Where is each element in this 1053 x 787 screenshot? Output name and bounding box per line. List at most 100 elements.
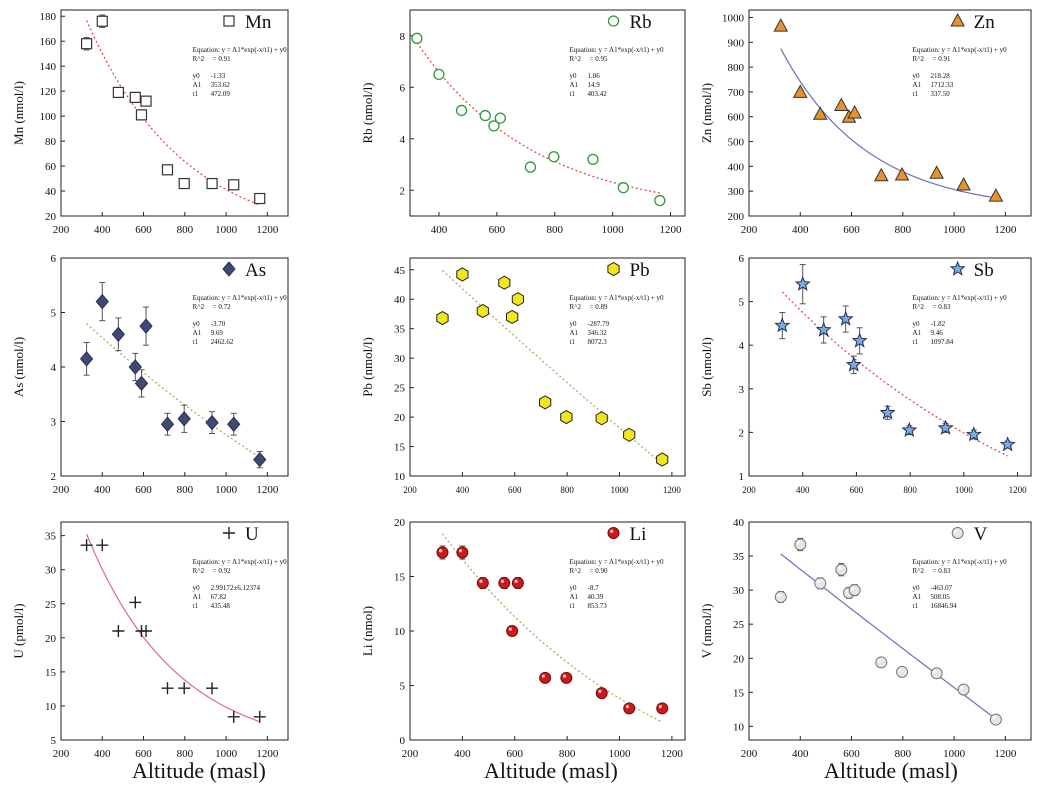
x-tick-label: 400 <box>94 748 111 760</box>
r2-value: = 0.95 <box>590 55 608 63</box>
y-tick-label: 25 <box>394 383 406 395</box>
r2-value: = 0.89 <box>590 303 608 311</box>
fit-param-value: 14.9 <box>588 81 601 89</box>
y-axis-label: Mn (nmol/l) <box>11 81 26 145</box>
r2-label: R^2 <box>193 303 205 311</box>
x-tick-label: 1000 <box>609 748 632 760</box>
y-tick-label: 400 <box>728 161 745 173</box>
data-point <box>560 671 573 684</box>
legend-marker <box>223 15 235 27</box>
r2-label: R^2 <box>570 303 582 311</box>
x-tick-label: 600 <box>135 748 152 760</box>
y-tick-label: 2 <box>739 427 745 439</box>
legend-label: Zn <box>974 12 996 33</box>
data-point <box>436 311 449 326</box>
y-tick-label: 2 <box>51 471 57 483</box>
x-axis-caption-col3: Altitude (masl) <box>824 758 958 783</box>
fit-param-name: t1 <box>193 90 199 98</box>
r2-value: = 0.90 <box>590 567 608 575</box>
data-point-highlight <box>845 589 849 593</box>
data-point <box>901 421 918 438</box>
data-point <box>488 120 500 132</box>
y-tick-label: 35 <box>394 324 406 336</box>
legend-marker <box>222 527 235 539</box>
y-axis-label: Sb (nmol/l) <box>699 337 714 397</box>
data-point <box>95 293 109 310</box>
data-point <box>851 332 868 348</box>
x-tick-label: 1200 <box>663 485 682 495</box>
data-point <box>999 436 1016 452</box>
data-point <box>253 710 266 723</box>
fit-equation: Equation: y = A1*exp(-x/t1) + y0 <box>193 294 288 302</box>
fit-param-name: t1 <box>570 90 576 98</box>
fit-equation: Equation: y = A1*exp(-x/t1) + y0 <box>913 558 1008 566</box>
data-point <box>879 404 896 420</box>
plot-frame <box>60 9 289 217</box>
x-tick-label: 200 <box>53 484 70 496</box>
y-tick-label: 120 <box>40 86 57 98</box>
fit-curve <box>86 533 260 723</box>
x-tick-label: 400 <box>792 748 809 760</box>
x-tick-label: 400 <box>456 485 470 495</box>
legend-label: Mn <box>245 12 272 33</box>
legend-label: Li <box>630 524 647 545</box>
x-tick-label: 400 <box>454 748 471 760</box>
data-point <box>835 563 848 576</box>
y-tick-label: 600 <box>728 112 745 124</box>
legend-marker-highlight <box>610 529 614 533</box>
data-point <box>937 419 954 435</box>
fit-param-name: t1 <box>913 90 919 98</box>
panel-sb: 200 400 600 800 1000 1200 1 2 3 4 5 6 Sb (nmol/l) Sb E… <box>699 253 1032 495</box>
x-tick-label: 1200 <box>256 748 279 760</box>
data-point <box>930 667 943 680</box>
data-point <box>79 351 94 367</box>
y-tick-label: 45 <box>394 265 406 277</box>
x-tick-label: 200 <box>403 485 417 495</box>
y-tick-label: 20 <box>394 412 406 424</box>
data-point <box>456 267 469 282</box>
data-point <box>539 671 552 684</box>
x-tick-label: 1200 <box>256 224 279 236</box>
y-tick-label: 3 <box>739 384 745 396</box>
y-axis-label: Li (nmol) <box>360 606 375 656</box>
fit-param-name: A1 <box>193 329 202 337</box>
r2-label: R^2 <box>913 567 925 575</box>
data-point <box>160 416 175 432</box>
y-tick-label: 10 <box>733 721 745 733</box>
panel-li: 200 400 600 800 1000 1200 0 5 10 15 20 Li (nmol) Li E… <box>360 517 686 760</box>
data-point-highlight <box>500 579 505 583</box>
y-tick-label: 5 <box>51 735 57 747</box>
legend-label: U <box>245 524 259 545</box>
fit-equation: Equation: y = A1*exp(-x/t1) + y0 <box>570 294 665 302</box>
y-tick-label: 10 <box>45 701 57 713</box>
fit-param-name: t1 <box>570 338 576 346</box>
y-tick-label: 4 <box>739 340 745 352</box>
x-tick-label: 200 <box>53 224 70 236</box>
data-point <box>656 452 669 467</box>
x-tick-label: 1200 <box>994 224 1017 236</box>
y-tick-label: 3 <box>51 417 57 429</box>
fit-param-name: t1 <box>913 338 919 346</box>
data-point <box>988 188 1004 202</box>
y-axis-label: As (nmol/l) <box>11 337 26 397</box>
data-point <box>965 426 982 442</box>
data-point <box>794 275 811 291</box>
data-point <box>206 177 218 190</box>
data-point-highlight <box>851 586 855 590</box>
x-tick-label: 1200 <box>1009 485 1028 495</box>
data-point <box>177 411 191 427</box>
fit-param-name: A1 <box>570 593 579 601</box>
legend-marker <box>607 527 620 539</box>
data-point <box>80 38 93 50</box>
data-point <box>129 596 142 609</box>
legend-label: As <box>245 260 266 281</box>
y-tick-label: 25 <box>45 599 57 611</box>
fit-param-value: 1.06 <box>588 72 601 80</box>
fit-param-name: t1 <box>193 602 199 610</box>
fit-curve <box>780 48 996 199</box>
data-point <box>96 539 109 552</box>
fit-param-name: t1 <box>570 602 576 610</box>
r2-value: = 0.92 <box>213 567 231 575</box>
data-point-highlight <box>458 549 463 553</box>
x-tick-label: 800 <box>903 485 917 495</box>
